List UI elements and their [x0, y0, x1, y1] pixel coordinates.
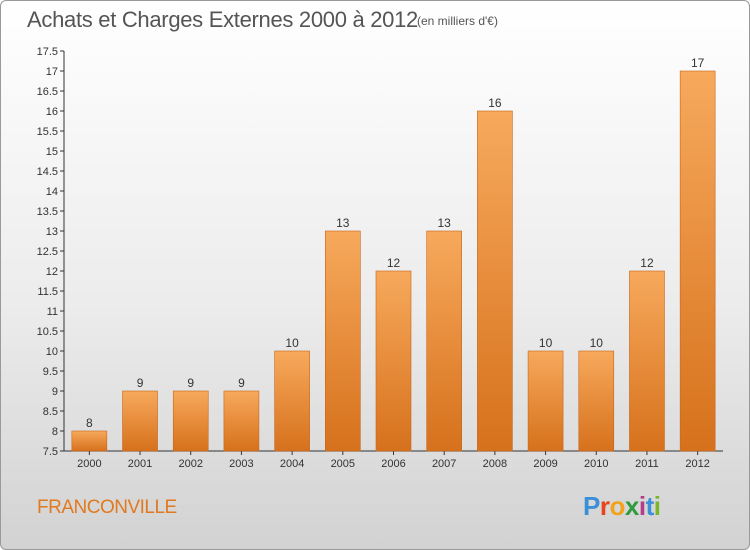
- logo-letter: x: [624, 491, 639, 521]
- bar-value-label: 12: [640, 256, 654, 270]
- y-tick-label: 8.5: [43, 406, 58, 418]
- y-tick-label: 12.5: [37, 246, 58, 258]
- logo-letter: i: [653, 491, 661, 521]
- bar-2001: [122, 390, 158, 452]
- bar-value-label: 13: [336, 216, 350, 230]
- x-tick-label: 2010: [584, 458, 608, 470]
- bar-value-label: 9: [187, 376, 194, 390]
- x-tick-label: 2012: [685, 458, 709, 470]
- x-tick-label: 2000: [77, 458, 101, 470]
- chart-subtitle: (en milliers d'€): [417, 14, 498, 28]
- logo-letter: o: [609, 491, 625, 521]
- y-tick-label: 17: [46, 66, 58, 78]
- bar-2010: [578, 350, 615, 452]
- bar-2007: [426, 230, 462, 452]
- y-tick-label: 14.5: [37, 166, 58, 178]
- y-tick-label: 14: [46, 186, 58, 198]
- city-name: FRANCONVILLE: [37, 497, 177, 518]
- bar-2002: [172, 390, 209, 452]
- bar-value-label: 10: [285, 336, 299, 350]
- y-tick-label: 15: [46, 146, 58, 158]
- y-tick-label: 10: [46, 346, 58, 358]
- y-tick-label: 16.5: [37, 86, 58, 98]
- bar-value-label: 10: [590, 336, 604, 350]
- proxiti-logo[interactable]: Proxiti: [583, 491, 661, 522]
- y-tick-label: 7.5: [43, 446, 58, 458]
- logo-letter: i: [638, 491, 646, 521]
- x-tick-label: 2002: [178, 458, 202, 470]
- bar-2011: [629, 270, 665, 452]
- y-tick-label: 17.5: [37, 46, 58, 58]
- bar-value-label: 13: [438, 216, 452, 230]
- chart-title: Achats et Charges Externes 2000 à 2012: [27, 7, 418, 32]
- y-tick-label: 11: [47, 306, 58, 318]
- logo-letter: t: [645, 491, 655, 521]
- x-tick-label: 2004: [280, 458, 304, 470]
- bar-value-label: 12: [387, 256, 401, 270]
- chart-axes: 7.5 8 8.5 9 9.5 10 10.5 11 11.5 12 12.5 13 13.5 14 14.…: [37, 46, 723, 470]
- bar-value-label: 17: [691, 56, 705, 70]
- x-tick-label: 2007: [432, 458, 456, 470]
- x-tick-label: 2009: [533, 458, 557, 470]
- bar-2004: [274, 350, 310, 452]
- x-tick-label: 2005: [331, 458, 355, 470]
- y-tick-label: 9.5: [43, 366, 58, 378]
- bar-2005: [325, 230, 361, 452]
- y-tick-label: 13.5: [37, 206, 58, 218]
- y-tick-label: 16: [46, 106, 58, 118]
- x-tick-label: 2003: [229, 458, 253, 470]
- y-tick-label: 10.5: [37, 326, 58, 338]
- bar-value-label: 9: [238, 376, 245, 390]
- x-tick-label: 2006: [381, 458, 405, 470]
- bar-2006: [375, 270, 412, 452]
- bar-2000: [71, 430, 108, 452]
- x-tick-label: 2008: [483, 458, 507, 470]
- bar-value-label: 10: [539, 336, 553, 350]
- y-tick-label: 11.5: [37, 286, 58, 298]
- bar-2008: [477, 110, 513, 452]
- bar-2012: [679, 70, 716, 452]
- y-tick-label: 8: [52, 426, 58, 438]
- logo-letter: P: [583, 491, 600, 521]
- x-tick-label: 2011: [635, 458, 659, 470]
- y-tick-label: 9: [52, 386, 58, 398]
- y-tick-label: 15.5: [37, 126, 58, 138]
- bar-value-label: 8: [86, 416, 93, 430]
- bar-value-label: 16: [488, 96, 502, 110]
- bar-series: 8 9 9 9 10 13 12 13 16 10 10 12 17: [71, 56, 716, 452]
- bar-2003: [223, 390, 260, 452]
- y-tick-label: 13: [46, 226, 58, 238]
- y-tick-label: 12: [46, 266, 58, 278]
- x-tick-label: 2001: [128, 458, 152, 470]
- logo-letter: r: [599, 491, 610, 521]
- bar-2009: [527, 350, 564, 452]
- bar-value-label: 9: [137, 376, 144, 390]
